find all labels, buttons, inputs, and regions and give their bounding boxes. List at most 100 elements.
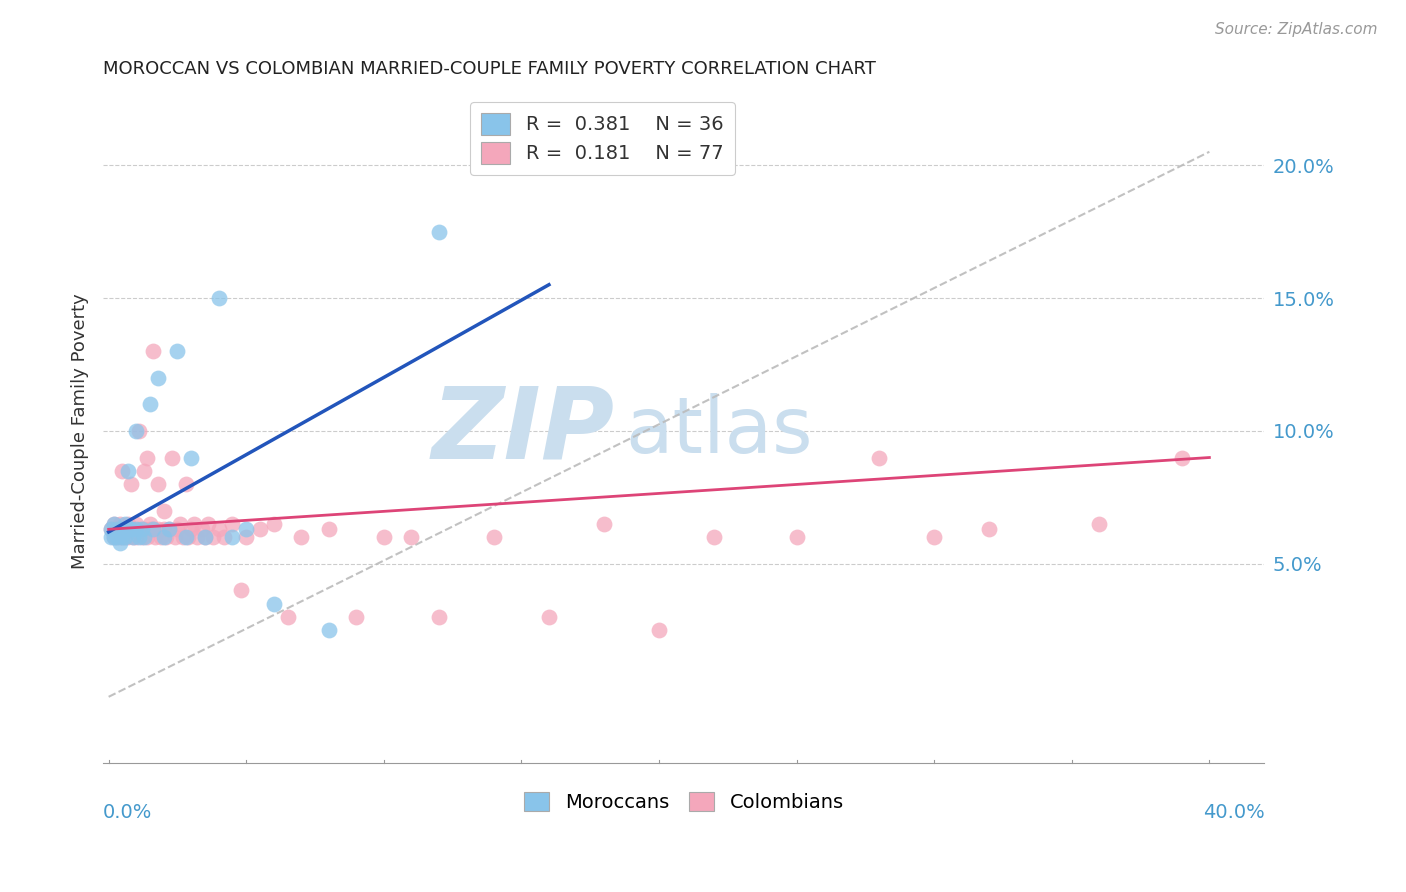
- Point: [125, 522, 148, 536]
- Point: [108, 524, 131, 539]
- Point: [105, 522, 128, 536]
- Point: [103, 530, 125, 544]
- Point: [131, 522, 153, 536]
- Point: [786, 530, 808, 544]
- Text: MOROCCAN VS COLOMBIAN MARRIED-COUPLE FAMILY POVERTY CORRELATION CHART: MOROCCAN VS COLOMBIAN MARRIED-COUPLE FAM…: [103, 60, 876, 78]
- Point: [145, 530, 167, 544]
- Text: 0.0%: 0.0%: [103, 803, 152, 822]
- Point: [922, 530, 945, 544]
- Legend: Moroccans, Colombians: Moroccans, Colombians: [516, 785, 851, 820]
- Point: [157, 522, 180, 536]
- Point: [139, 516, 162, 531]
- Point: [249, 522, 271, 536]
- Point: [183, 516, 205, 531]
- Point: [208, 291, 231, 305]
- Point: [128, 522, 150, 536]
- Point: [134, 522, 156, 536]
- Point: [373, 530, 395, 544]
- Point: [120, 522, 142, 536]
- Point: [149, 530, 172, 544]
- Point: [117, 530, 139, 544]
- Point: [108, 535, 131, 549]
- Point: [105, 522, 128, 536]
- Point: [172, 530, 194, 544]
- Point: [180, 522, 202, 536]
- Point: [648, 624, 671, 638]
- Point: [174, 530, 197, 544]
- Point: [174, 477, 197, 491]
- Point: [105, 530, 128, 544]
- Point: [142, 522, 165, 536]
- Point: [235, 522, 257, 536]
- Point: [146, 477, 169, 491]
- Point: [122, 530, 145, 544]
- Point: [868, 450, 890, 465]
- Point: [114, 522, 136, 536]
- Point: [108, 530, 131, 544]
- Point: [194, 530, 217, 544]
- Point: [177, 530, 200, 544]
- Point: [212, 530, 235, 544]
- Point: [229, 583, 252, 598]
- Point: [152, 522, 174, 536]
- Point: [263, 516, 285, 531]
- Point: [122, 530, 145, 544]
- Point: [482, 530, 505, 544]
- Point: [128, 424, 150, 438]
- Point: [120, 522, 142, 536]
- Point: [186, 530, 208, 544]
- Point: [290, 530, 312, 544]
- Point: [108, 516, 131, 531]
- Point: [146, 370, 169, 384]
- Point: [166, 522, 188, 536]
- Point: [136, 450, 159, 465]
- Point: [152, 530, 174, 544]
- Point: [117, 522, 139, 536]
- Point: [146, 522, 169, 536]
- Point: [114, 530, 136, 544]
- Point: [100, 522, 122, 536]
- Point: [125, 530, 148, 544]
- Point: [235, 530, 257, 544]
- Point: [120, 477, 142, 491]
- Point: [114, 516, 136, 531]
- Point: [263, 597, 285, 611]
- Point: [103, 516, 125, 531]
- Point: [128, 530, 150, 544]
- Point: [125, 424, 148, 438]
- Point: [134, 464, 156, 478]
- Point: [180, 450, 202, 465]
- Point: [197, 516, 219, 531]
- Point: [131, 530, 153, 544]
- Y-axis label: Married-Couple Family Poverty: Married-Couple Family Poverty: [72, 293, 89, 569]
- Point: [111, 530, 134, 544]
- Point: [100, 530, 122, 544]
- Point: [114, 530, 136, 544]
- Point: [111, 522, 134, 536]
- Point: [703, 530, 725, 544]
- Text: 40.0%: 40.0%: [1202, 803, 1264, 822]
- Point: [318, 624, 340, 638]
- Point: [427, 610, 450, 624]
- Point: [166, 344, 188, 359]
- Point: [401, 530, 423, 544]
- Point: [155, 530, 177, 544]
- Point: [979, 522, 1001, 536]
- Point: [208, 522, 231, 536]
- Point: [593, 516, 616, 531]
- Point: [142, 344, 165, 359]
- Point: [139, 522, 162, 536]
- Point: [318, 522, 340, 536]
- Text: atlas: atlas: [626, 393, 813, 469]
- Point: [427, 225, 450, 239]
- Text: Source: ZipAtlas.com: Source: ZipAtlas.com: [1215, 22, 1378, 37]
- Point: [160, 450, 183, 465]
- Point: [1171, 450, 1194, 465]
- Point: [194, 530, 217, 544]
- Point: [163, 530, 186, 544]
- Point: [125, 516, 148, 531]
- Point: [202, 530, 225, 544]
- Point: [103, 530, 125, 544]
- Point: [100, 522, 122, 536]
- Point: [142, 522, 165, 536]
